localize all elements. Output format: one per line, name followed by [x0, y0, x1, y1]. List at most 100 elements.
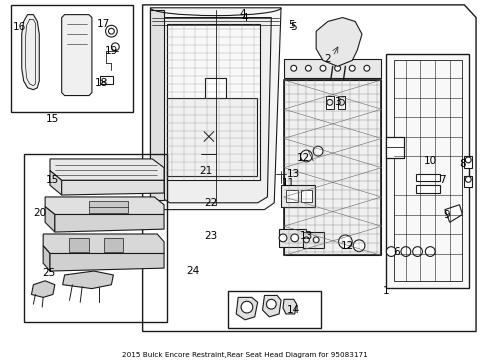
Circle shape — [290, 65, 296, 71]
Circle shape — [363, 65, 369, 71]
Text: 5: 5 — [290, 22, 296, 32]
Circle shape — [465, 176, 470, 182]
Bar — [415, 185, 439, 193]
Text: 25: 25 — [42, 268, 56, 278]
Polygon shape — [43, 246, 50, 271]
Text: 10: 10 — [423, 156, 436, 166]
Bar — [415, 174, 439, 181]
Text: 23: 23 — [204, 231, 217, 241]
Circle shape — [313, 146, 323, 156]
Bar — [464, 176, 471, 187]
Bar — [393, 60, 462, 281]
Circle shape — [241, 301, 252, 313]
Text: 6: 6 — [392, 247, 399, 257]
Circle shape — [425, 247, 434, 256]
Bar — [166, 24, 259, 180]
Circle shape — [305, 65, 311, 71]
Text: 21: 21 — [199, 166, 212, 176]
Bar — [300, 190, 312, 202]
Bar — [386, 136, 403, 158]
Text: 13: 13 — [299, 231, 312, 241]
Polygon shape — [61, 15, 92, 95]
Polygon shape — [236, 297, 257, 320]
Circle shape — [386, 247, 395, 256]
Text: 19: 19 — [104, 46, 118, 56]
Bar — [284, 80, 381, 256]
Circle shape — [348, 65, 354, 71]
Bar — [284, 58, 381, 78]
Text: 12: 12 — [296, 153, 309, 163]
Text: 24: 24 — [186, 266, 200, 276]
Text: 15: 15 — [46, 114, 60, 124]
Polygon shape — [61, 180, 164, 195]
Text: 22: 22 — [204, 198, 217, 208]
Polygon shape — [45, 197, 164, 215]
Text: 15: 15 — [46, 175, 60, 185]
Text: 8: 8 — [458, 159, 465, 169]
Polygon shape — [262, 296, 281, 317]
Circle shape — [313, 237, 319, 243]
Circle shape — [320, 65, 325, 71]
Polygon shape — [444, 205, 462, 222]
Polygon shape — [160, 18, 271, 203]
Polygon shape — [55, 215, 164, 232]
Bar — [284, 80, 381, 256]
Text: 14: 14 — [286, 305, 300, 315]
Bar — [386, 54, 468, 288]
Text: 1: 1 — [382, 285, 389, 296]
Polygon shape — [50, 171, 61, 195]
Circle shape — [338, 235, 351, 249]
Bar — [166, 98, 256, 175]
Text: 5: 5 — [288, 21, 294, 30]
Text: 4: 4 — [239, 9, 246, 19]
Bar — [464, 156, 471, 168]
Text: 9: 9 — [443, 210, 449, 220]
Bar — [100, 76, 113, 84]
Bar — [228, 291, 321, 328]
Text: 16: 16 — [13, 22, 26, 32]
Text: 4: 4 — [241, 13, 248, 23]
Text: 2015 Buick Encore Restraint,Rear Seat Head Diagram for 95083171: 2015 Buick Encore Restraint,Rear Seat He… — [122, 352, 366, 358]
Circle shape — [111, 43, 119, 51]
Polygon shape — [283, 299, 296, 314]
Circle shape — [334, 65, 340, 71]
Bar — [325, 95, 333, 109]
Bar — [23, 154, 166, 322]
Bar — [279, 229, 306, 247]
Circle shape — [303, 237, 309, 243]
Polygon shape — [31, 281, 55, 297]
Circle shape — [105, 25, 117, 37]
Text: 2: 2 — [324, 54, 330, 63]
Polygon shape — [50, 159, 164, 180]
Bar — [89, 201, 128, 212]
Polygon shape — [45, 207, 55, 232]
Circle shape — [338, 99, 344, 105]
Text: 20: 20 — [34, 208, 47, 217]
Bar — [285, 190, 297, 202]
Polygon shape — [150, 10, 164, 200]
Polygon shape — [21, 15, 39, 90]
Circle shape — [108, 28, 114, 34]
Circle shape — [279, 234, 286, 242]
Circle shape — [290, 234, 298, 242]
Bar — [69, 238, 89, 252]
Bar — [281, 185, 315, 207]
Circle shape — [400, 247, 410, 256]
Circle shape — [465, 157, 470, 163]
Polygon shape — [50, 253, 164, 271]
Polygon shape — [150, 8, 281, 210]
Polygon shape — [62, 271, 113, 289]
Text: 12: 12 — [340, 241, 353, 251]
Bar — [302, 232, 323, 248]
Circle shape — [412, 247, 422, 256]
Bar — [337, 95, 345, 109]
Text: 18: 18 — [95, 78, 108, 88]
Polygon shape — [43, 234, 164, 253]
Bar — [11, 5, 133, 112]
Text: 11: 11 — [282, 178, 295, 188]
Text: 7: 7 — [439, 175, 446, 185]
Text: 13: 13 — [286, 168, 300, 179]
Text: 3: 3 — [334, 97, 340, 107]
Bar — [103, 238, 123, 252]
Circle shape — [300, 150, 312, 162]
